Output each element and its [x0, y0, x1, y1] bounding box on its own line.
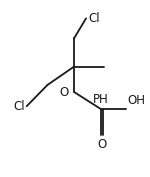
Text: Cl: Cl — [14, 100, 25, 113]
Text: O: O — [97, 138, 106, 151]
Text: OH: OH — [128, 94, 146, 107]
Text: Cl: Cl — [88, 12, 100, 25]
Text: PH: PH — [93, 93, 109, 107]
Text: O: O — [60, 85, 69, 99]
